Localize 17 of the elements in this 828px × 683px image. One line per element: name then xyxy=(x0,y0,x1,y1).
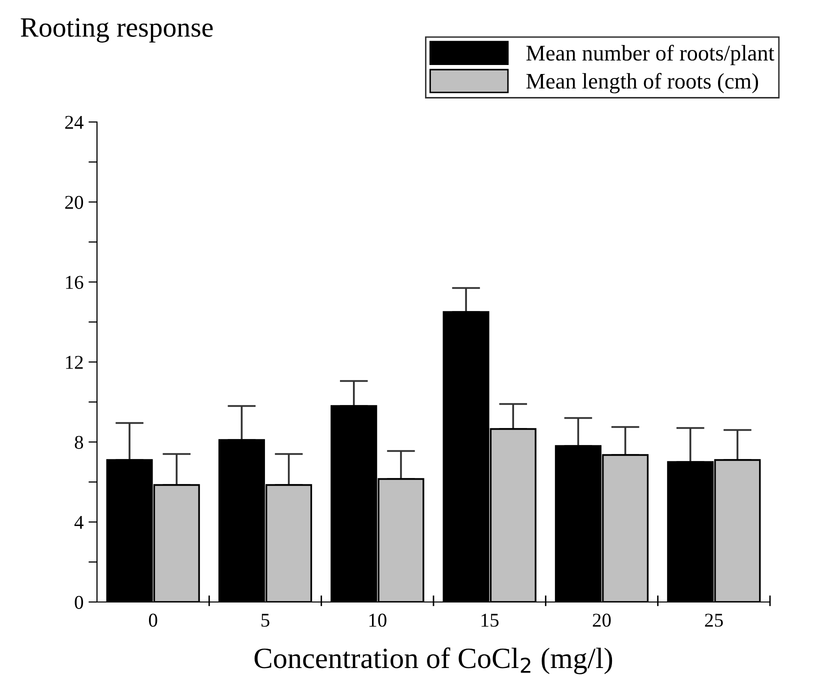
y-tick-label: 0 xyxy=(74,596,84,609)
y-tick-label: 4 xyxy=(74,516,84,529)
x-tick-label: 15 xyxy=(482,614,499,627)
legend-label: Mean number of roots/plant xyxy=(526,44,774,66)
x-axis-title: Concentration of CoCl$_{2}$ (mg/l) xyxy=(254,647,612,674)
x-tick-label: 25 xyxy=(705,614,723,627)
y-tick-label: 16 xyxy=(66,276,84,289)
y-tick-label: 8 xyxy=(74,436,84,449)
x-tick-label: 0 xyxy=(148,614,158,627)
x-tick-label: 10 xyxy=(369,614,386,627)
x-tick-label: 5 xyxy=(262,614,270,627)
y-tick-label: 12 xyxy=(66,356,83,369)
legend-label: Mean length of roots (cm) xyxy=(526,72,758,94)
chart-title: Rooting response xyxy=(20,18,213,43)
y-tick-label: 24 xyxy=(65,116,84,129)
y-tick-label: 20 xyxy=(65,196,84,209)
x-tick-label: 20 xyxy=(592,614,611,627)
